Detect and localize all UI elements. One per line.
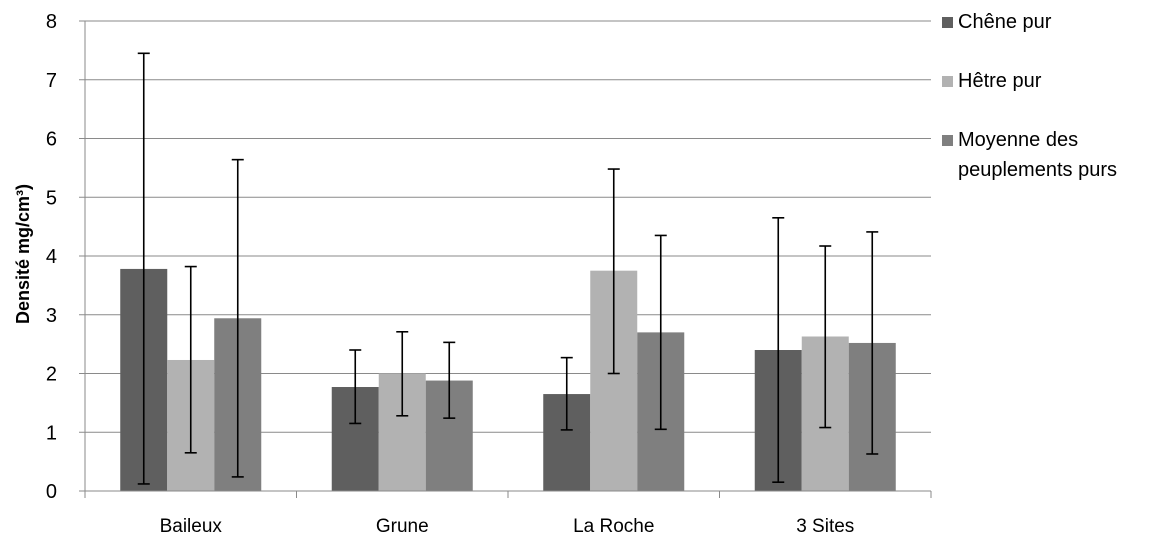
y-tick-label: 5 xyxy=(46,187,57,209)
y-tick-label: 6 xyxy=(46,129,57,151)
y-tick-label: 0 xyxy=(46,481,57,503)
legend-swatch xyxy=(942,135,953,146)
axes xyxy=(79,20,932,498)
legend-label: peuplements purs xyxy=(958,159,1117,181)
y-tick-label: 8 xyxy=(46,11,57,33)
y-axis-label: Densité mg/cm³) xyxy=(13,184,33,324)
y-tick-label: 1 xyxy=(46,422,57,444)
legend-swatch xyxy=(942,76,953,87)
legend-swatch xyxy=(942,17,953,28)
x-category-label: La Roche xyxy=(573,516,654,537)
legend-label: Moyenne des xyxy=(958,129,1078,151)
legend-label: Chêne pur xyxy=(958,11,1052,33)
y-tick-labels: 0 1 2 3 4 5 6 7 8 xyxy=(46,11,57,503)
x-category-label: Grune xyxy=(376,516,429,537)
y-tick-label: 7 xyxy=(46,70,57,92)
x-category-label: Baileux xyxy=(160,516,223,537)
y-tick-label: 4 xyxy=(46,246,57,268)
x-category-labels: Baileux Grune La Roche 3 Sites xyxy=(160,516,855,537)
x-category-label: 3 Sites xyxy=(796,516,854,537)
bars xyxy=(120,268,896,491)
legend-label: Hêtre pur xyxy=(958,70,1042,92)
legend: Chêne pur Hêtre pur Moyenne des peuplements… xyxy=(942,11,1117,181)
error-bars xyxy=(137,52,879,485)
y-tick-label: 2 xyxy=(46,364,57,386)
y-tick-label: 3 xyxy=(46,305,57,327)
